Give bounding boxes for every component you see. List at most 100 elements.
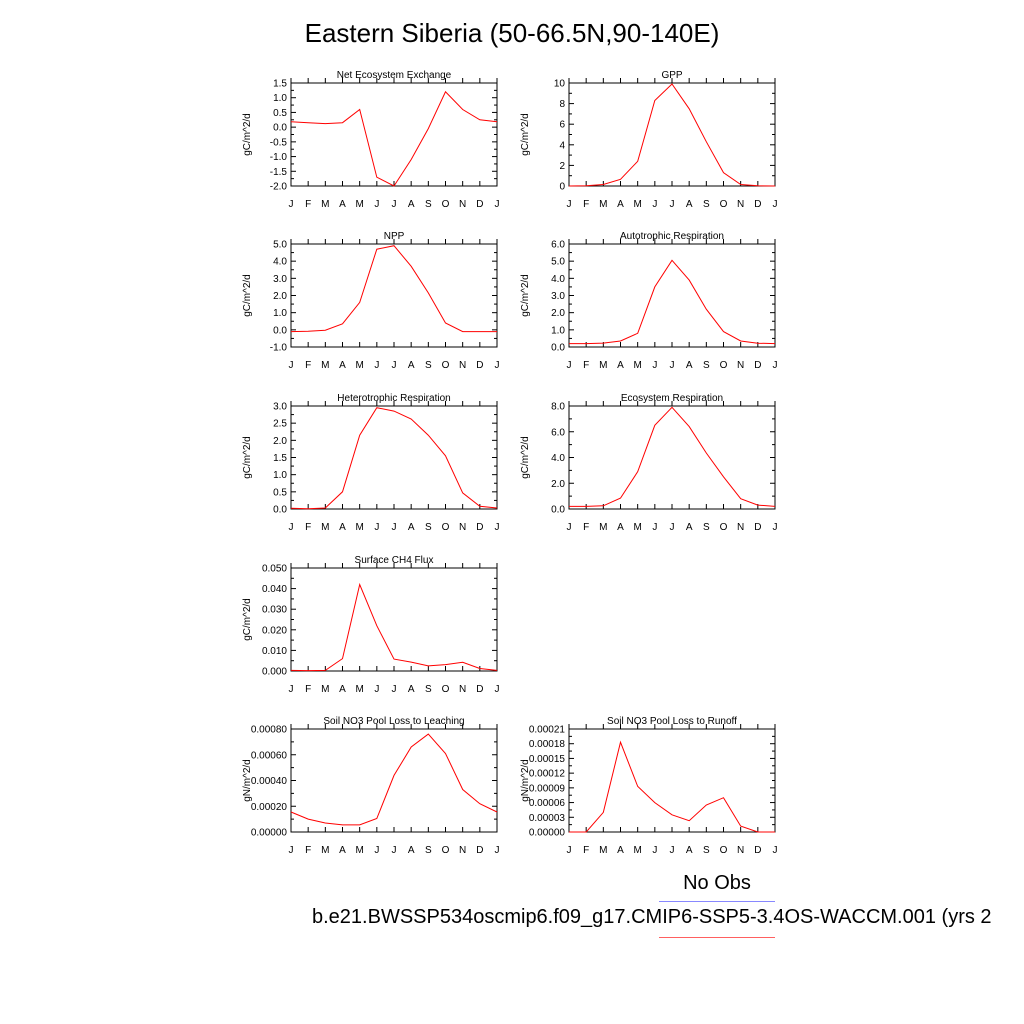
x-tick-label: M	[321, 199, 329, 210]
y-tick-label: -1.5	[270, 167, 288, 178]
x-tick-label: J	[567, 845, 572, 856]
x-tick-label: N	[459, 684, 466, 695]
plot-frame	[290, 82, 498, 187]
x-tick-label: A	[408, 522, 415, 533]
plot-frame	[290, 405, 498, 510]
y-tick-label: 1.0	[273, 308, 287, 319]
plot-frame	[290, 728, 498, 833]
x-tick-label: J	[289, 684, 294, 695]
chart-panel: Soil NO3 Pool Loss to LeachinggN/m^2/d0.…	[242, 716, 500, 856]
series-line	[290, 407, 498, 510]
x-tick-label: J	[652, 360, 657, 371]
x-tick-label: N	[737, 845, 744, 856]
y-tick-label: -0.5	[270, 137, 288, 148]
panel-title: Surface CH4 Flux	[355, 555, 434, 566]
y-tick-label: 0.5	[273, 108, 287, 119]
series-line	[290, 733, 498, 826]
plot-frame	[568, 405, 776, 510]
x-tick-label: J	[392, 684, 397, 695]
y-tick-label: 3.0	[551, 291, 565, 302]
x-tick-label: J	[773, 199, 778, 210]
panel-title: NPP	[384, 231, 405, 242]
x-tick-label: J	[374, 845, 379, 856]
x-tick-label: J	[567, 522, 572, 533]
x-tick-label: M	[321, 522, 329, 533]
x-tick-label: J	[495, 199, 500, 210]
y-axis-label: gC/m^2/d	[520, 436, 531, 479]
x-tick-label: M	[321, 845, 329, 856]
x-tick-label: D	[754, 360, 761, 371]
x-tick-label: J	[670, 522, 675, 533]
y-tick-label: 0.00000	[529, 828, 566, 839]
y-tick-label: 8	[559, 99, 565, 110]
y-tick-label: -2.0	[270, 182, 288, 193]
series-line	[290, 90, 498, 187]
x-tick-label: N	[459, 845, 466, 856]
x-tick-label: S	[703, 522, 710, 533]
y-tick-label: 0.00009	[529, 783, 566, 794]
x-tick-label: S	[703, 360, 710, 371]
x-tick-label: D	[476, 845, 483, 856]
x-tick-label: J	[567, 360, 572, 371]
x-tick-label: N	[459, 522, 466, 533]
x-tick-label: M	[633, 199, 641, 210]
legend-model-line	[659, 937, 775, 938]
series-line	[290, 245, 497, 333]
y-tick-label: 0.00015	[529, 754, 566, 765]
y-tick-label: 2.0	[551, 308, 565, 319]
x-tick-label: O	[442, 522, 450, 533]
x-tick-label: J	[289, 360, 294, 371]
y-tick-label: 2.0	[551, 479, 565, 490]
y-tick-label: 0.5	[273, 487, 287, 498]
plot-frame	[290, 567, 498, 672]
x-tick-label: M	[355, 360, 363, 371]
x-tick-label: O	[720, 360, 728, 371]
y-tick-label: 0.00040	[251, 776, 288, 787]
x-tick-label: S	[425, 522, 432, 533]
plot-frame	[568, 82, 776, 187]
x-tick-label: F	[583, 360, 589, 371]
y-axis-label: gN/m^2/d	[520, 759, 531, 802]
y-axis-label: gC/m^2/d	[242, 598, 253, 641]
series-line	[569, 259, 776, 345]
y-tick-label: 5.0	[273, 240, 287, 251]
y-axis-label: gC/m^2/d	[520, 274, 531, 317]
x-tick-label: J	[670, 360, 675, 371]
x-tick-label: J	[495, 360, 500, 371]
x-tick-label: M	[321, 684, 329, 695]
x-tick-label: A	[408, 360, 415, 371]
x-tick-label: J	[495, 684, 500, 695]
legend-obs-label: No Obs	[683, 872, 751, 894]
x-tick-label: F	[305, 522, 311, 533]
chart-panel: Soil NO3 Pool Loss to RunoffgN/m^2/d0.00…	[520, 716, 778, 856]
x-tick-label: S	[703, 845, 710, 856]
y-axis-label: gC/m^2/d	[242, 274, 253, 317]
x-tick-label: S	[425, 684, 432, 695]
x-tick-label: D	[476, 684, 483, 695]
x-tick-label: J	[289, 522, 294, 533]
y-tick-label: 0.00018	[529, 739, 566, 750]
y-tick-label: 0.020	[262, 625, 287, 636]
y-tick-label: 8.0	[551, 402, 565, 413]
legend-obs-line	[659, 901, 775, 902]
y-tick-label: 0.050	[262, 564, 287, 575]
legend-model-label: b.e21.BWSSP534oscmip6.f09_g17.CMIP6-SSP5…	[312, 906, 992, 928]
x-tick-label: J	[392, 199, 397, 210]
x-tick-label: A	[339, 684, 346, 695]
x-tick-label: D	[754, 845, 761, 856]
x-tick-label: J	[567, 199, 572, 210]
y-tick-label: -1.0	[270, 152, 288, 163]
x-tick-label: O	[442, 360, 450, 371]
chart-panel: Net Ecosystem Exchange gC/m^2/d 1.5 1.0 0.5 0…	[242, 70, 500, 210]
y-tick-label: 0.000	[262, 667, 287, 678]
x-tick-label: A	[408, 199, 415, 210]
figure-title: Eastern Siberia (50-66.5N,90-140E)	[304, 18, 720, 48]
x-tick-label: J	[374, 360, 379, 371]
x-tick-label: J	[670, 845, 675, 856]
series-line	[568, 83, 776, 187]
x-tick-label: N	[737, 199, 744, 210]
x-tick-label: S	[425, 199, 432, 210]
y-tick-label: 0.00000	[251, 828, 288, 839]
x-tick-label: J	[374, 199, 379, 210]
x-tick-label: J	[670, 199, 675, 210]
